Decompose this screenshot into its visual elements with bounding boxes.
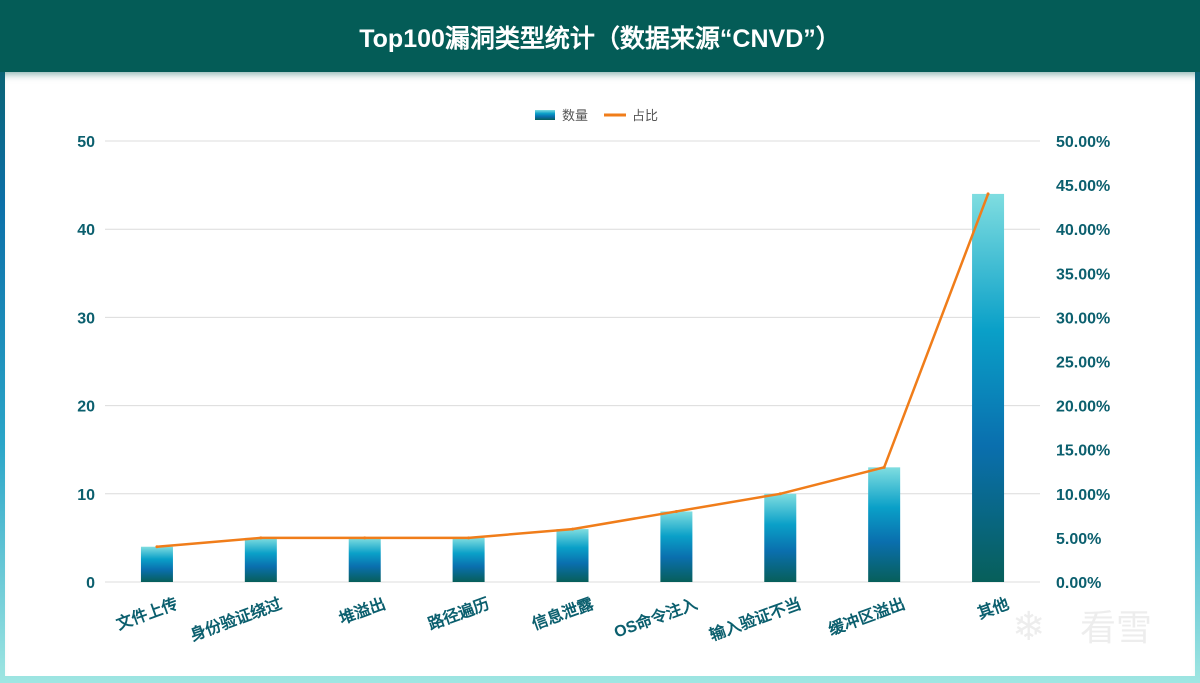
x-tick-label: 身份验证绕过 [187, 594, 284, 645]
legend-swatch-bar [535, 110, 555, 120]
line-point [363, 536, 367, 540]
y2-tick-label: 25.00% [1056, 355, 1110, 372]
x-tick-label: 堆溢出 [336, 594, 388, 628]
x-tick-label: 文件上传 [114, 594, 181, 634]
bar [452, 537, 485, 582]
legend: 数量 占比 [535, 108, 658, 123]
x-tick-label: 缓冲区溢出 [825, 594, 908, 640]
y2-tick-label: 20.00% [1056, 399, 1110, 416]
line-point [986, 192, 990, 196]
x-tick-label: 其他 [975, 594, 1012, 623]
bar [660, 511, 693, 582]
title-bar: Top100漏洞类型统计（数据来源“CNVD”） [0, 0, 1200, 72]
snowflake-icon: ❄ [1012, 605, 1046, 649]
y2-tick-label: 45.00% [1056, 178, 1110, 195]
y-tick-label: 20 [77, 399, 95, 416]
bar [972, 193, 1005, 583]
watermark-text: 看雪 [1080, 607, 1152, 648]
legend-label-count: 数量 [562, 108, 588, 123]
y2-tick-label: 40.00% [1056, 222, 1110, 239]
watermark: ❄ 看雪 [1012, 605, 1152, 649]
bar [348, 537, 381, 582]
line-point [259, 536, 263, 540]
line-point [467, 536, 471, 540]
x-tick-label: 输入验证不当 [707, 594, 804, 645]
y2-tick-label: 15.00% [1056, 443, 1110, 460]
y-tick-label: 40 [77, 222, 95, 239]
y2-tick-label: 5.00% [1056, 531, 1101, 548]
y-tick-label: 30 [77, 310, 95, 327]
line-point [882, 465, 886, 469]
line-point [571, 527, 574, 531]
y-tick-label: 50 [77, 134, 95, 151]
y2-tick-label: 50.00% [1056, 134, 1110, 151]
chart-title: Top100漏洞类型统计（数据来源“CNVD”） [359, 25, 841, 53]
y-tick-label: 0 [86, 575, 95, 592]
x-tick-label: 信息泄露 [529, 594, 597, 634]
x-tick-label: 路径遍历 [425, 594, 492, 634]
legend-label-ratio: 占比 [632, 108, 658, 123]
x-tick-label: OS命令注入 [611, 594, 699, 642]
y2-tick-label: 0.00% [1056, 575, 1101, 592]
line-point [674, 509, 678, 513]
y2-tick-label: 35.00% [1056, 266, 1110, 283]
bar [140, 546, 173, 582]
line-point [778, 492, 782, 496]
bar [764, 493, 797, 582]
y2-tick-label: 10.00% [1056, 487, 1110, 504]
bar [556, 529, 589, 582]
line-point [155, 545, 159, 549]
bar [868, 467, 901, 582]
y-tick-label: 10 [77, 487, 95, 504]
bar [244, 537, 277, 582]
y2-tick-label: 30.00% [1056, 310, 1110, 327]
